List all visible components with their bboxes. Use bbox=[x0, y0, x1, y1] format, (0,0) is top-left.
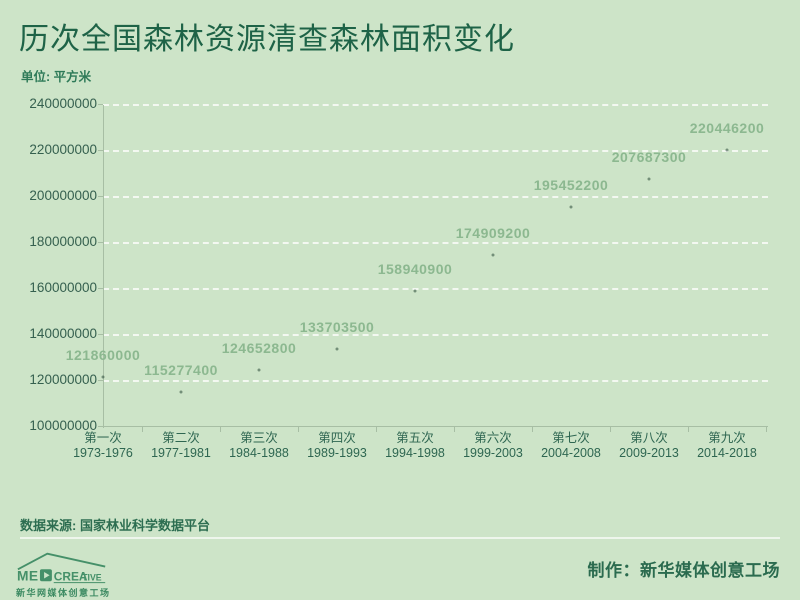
survey-ordinal: 第二次 bbox=[162, 431, 200, 445]
survey-years: 1999-2003 bbox=[463, 445, 523, 460]
gridline bbox=[103, 150, 768, 152]
data-label: 115277400 bbox=[144, 361, 218, 378]
y-axis-tick bbox=[98, 426, 103, 427]
x-axis-tick bbox=[376, 427, 377, 432]
x-axis-label: 第九次 2014-2018 bbox=[697, 431, 757, 460]
y-axis-line bbox=[103, 105, 104, 428]
svg-text:TIVE: TIVE bbox=[82, 572, 102, 582]
data-label: 195452200 bbox=[533, 177, 609, 194]
survey-ordinal: 第七次 bbox=[552, 431, 590, 445]
play-triangle bbox=[44, 572, 50, 579]
data-label: 133703500 bbox=[299, 319, 375, 336]
y-axis-tick bbox=[98, 196, 103, 197]
gridline bbox=[103, 242, 768, 244]
svg-text:ME: ME bbox=[17, 568, 39, 583]
data-label: 207687300 bbox=[611, 149, 687, 166]
y-axis-tick bbox=[98, 380, 103, 381]
data-point bbox=[257, 368, 261, 372]
x-axis-tick bbox=[610, 427, 611, 432]
survey-ordinal: 第一次 bbox=[84, 431, 122, 445]
roof-icon bbox=[17, 552, 106, 571]
data-point bbox=[413, 289, 417, 293]
x-axis-tick bbox=[298, 427, 299, 432]
survey-years: 2009-2013 bbox=[619, 445, 679, 460]
survey-ordinal: 第三次 bbox=[240, 431, 278, 445]
survey-years: 1984-1988 bbox=[229, 445, 289, 460]
x-axis-label: 第四次 1989-1993 bbox=[307, 431, 367, 460]
survey-years: 2004-2008 bbox=[541, 445, 601, 460]
y-axis-label: 100000000 bbox=[29, 418, 97, 433]
producer-credit: 制作：新华媒体创意工场 bbox=[587, 561, 780, 580]
gridline bbox=[103, 380, 768, 382]
unit-label: 单位: 平方米 bbox=[21, 70, 92, 84]
x-axis-tick bbox=[766, 427, 767, 432]
data-point bbox=[491, 253, 495, 257]
survey-ordinal: 第六次 bbox=[474, 431, 512, 445]
y-axis-label: 200000000 bbox=[29, 188, 97, 203]
survey-ordinal: 第八次 bbox=[630, 431, 668, 445]
brand-logo: ME CREA TIVE 新华网媒体创意工场 bbox=[16, 550, 111, 599]
x-axis-label: 第二次 1977-1981 bbox=[151, 431, 211, 460]
gridline bbox=[103, 288, 768, 290]
logo-caption: 新华网媒体创意工场 bbox=[16, 588, 111, 598]
survey-years: 1977-1981 bbox=[151, 445, 211, 460]
x-axis-tick bbox=[532, 427, 533, 432]
footer-divider bbox=[20, 537, 780, 539]
survey-ordinal: 第九次 bbox=[708, 431, 746, 445]
data-label: 158940900 bbox=[377, 261, 453, 278]
data-point bbox=[101, 375, 105, 379]
x-axis-line bbox=[103, 426, 768, 427]
data-point bbox=[647, 177, 651, 181]
gridline bbox=[103, 334, 768, 336]
y-axis-tick bbox=[98, 334, 103, 335]
survey-years: 1994-1998 bbox=[385, 445, 445, 460]
y-axis-tick bbox=[98, 288, 103, 289]
y-axis-label: 180000000 bbox=[29, 234, 97, 249]
data-label: 121860000 bbox=[65, 346, 141, 363]
survey-ordinal: 第五次 bbox=[396, 431, 434, 445]
y-axis-tick bbox=[98, 242, 103, 243]
y-axis-label: 140000000 bbox=[29, 326, 97, 341]
y-axis-label: 160000000 bbox=[29, 280, 97, 295]
data-label: 220446200 bbox=[689, 119, 765, 136]
data-label: 174909200 bbox=[455, 224, 531, 241]
y-axis-label: 220000000 bbox=[29, 142, 97, 157]
survey-ordinal: 第四次 bbox=[318, 431, 356, 445]
data-point bbox=[569, 205, 573, 209]
x-axis-label: 第三次 1984-1988 bbox=[229, 431, 289, 460]
gridline bbox=[103, 196, 768, 198]
survey-years: 2014-2018 bbox=[697, 445, 757, 460]
y-axis-tick bbox=[98, 150, 103, 151]
y-axis-label: 240000000 bbox=[29, 96, 97, 111]
data-source-label: 数据来源: 国家林业科学数据平台 bbox=[20, 518, 210, 533]
x-axis-tick bbox=[688, 427, 689, 432]
data-label: 124652800 bbox=[221, 340, 297, 357]
y-axis-label: 120000000 bbox=[29, 372, 97, 387]
x-axis-tick bbox=[142, 427, 143, 432]
gridline bbox=[103, 104, 768, 106]
svg-text:CREA: CREA bbox=[54, 569, 88, 583]
survey-years: 1973-1976 bbox=[73, 445, 133, 460]
brand-logo-graphic: ME CREA TIVE bbox=[17, 552, 106, 583]
x-axis-label: 第八次 2009-2013 bbox=[619, 431, 679, 460]
data-point bbox=[179, 390, 183, 394]
survey-years: 1989-1993 bbox=[307, 445, 367, 460]
data-point bbox=[335, 347, 339, 351]
x-axis-label: 第一次 1973-1976 bbox=[73, 431, 133, 460]
data-point bbox=[725, 148, 729, 152]
x-axis-label: 第五次 1994-1998 bbox=[385, 431, 445, 460]
x-axis-label: 第六次 1999-2003 bbox=[463, 431, 523, 460]
x-axis-tick bbox=[220, 427, 221, 432]
x-axis-tick bbox=[454, 427, 455, 432]
y-axis-tick bbox=[98, 104, 103, 105]
x-axis-label: 第七次 2004-2008 bbox=[541, 431, 601, 460]
page-title: 历次全国森林资源清查森林面积变化 bbox=[19, 23, 515, 56]
